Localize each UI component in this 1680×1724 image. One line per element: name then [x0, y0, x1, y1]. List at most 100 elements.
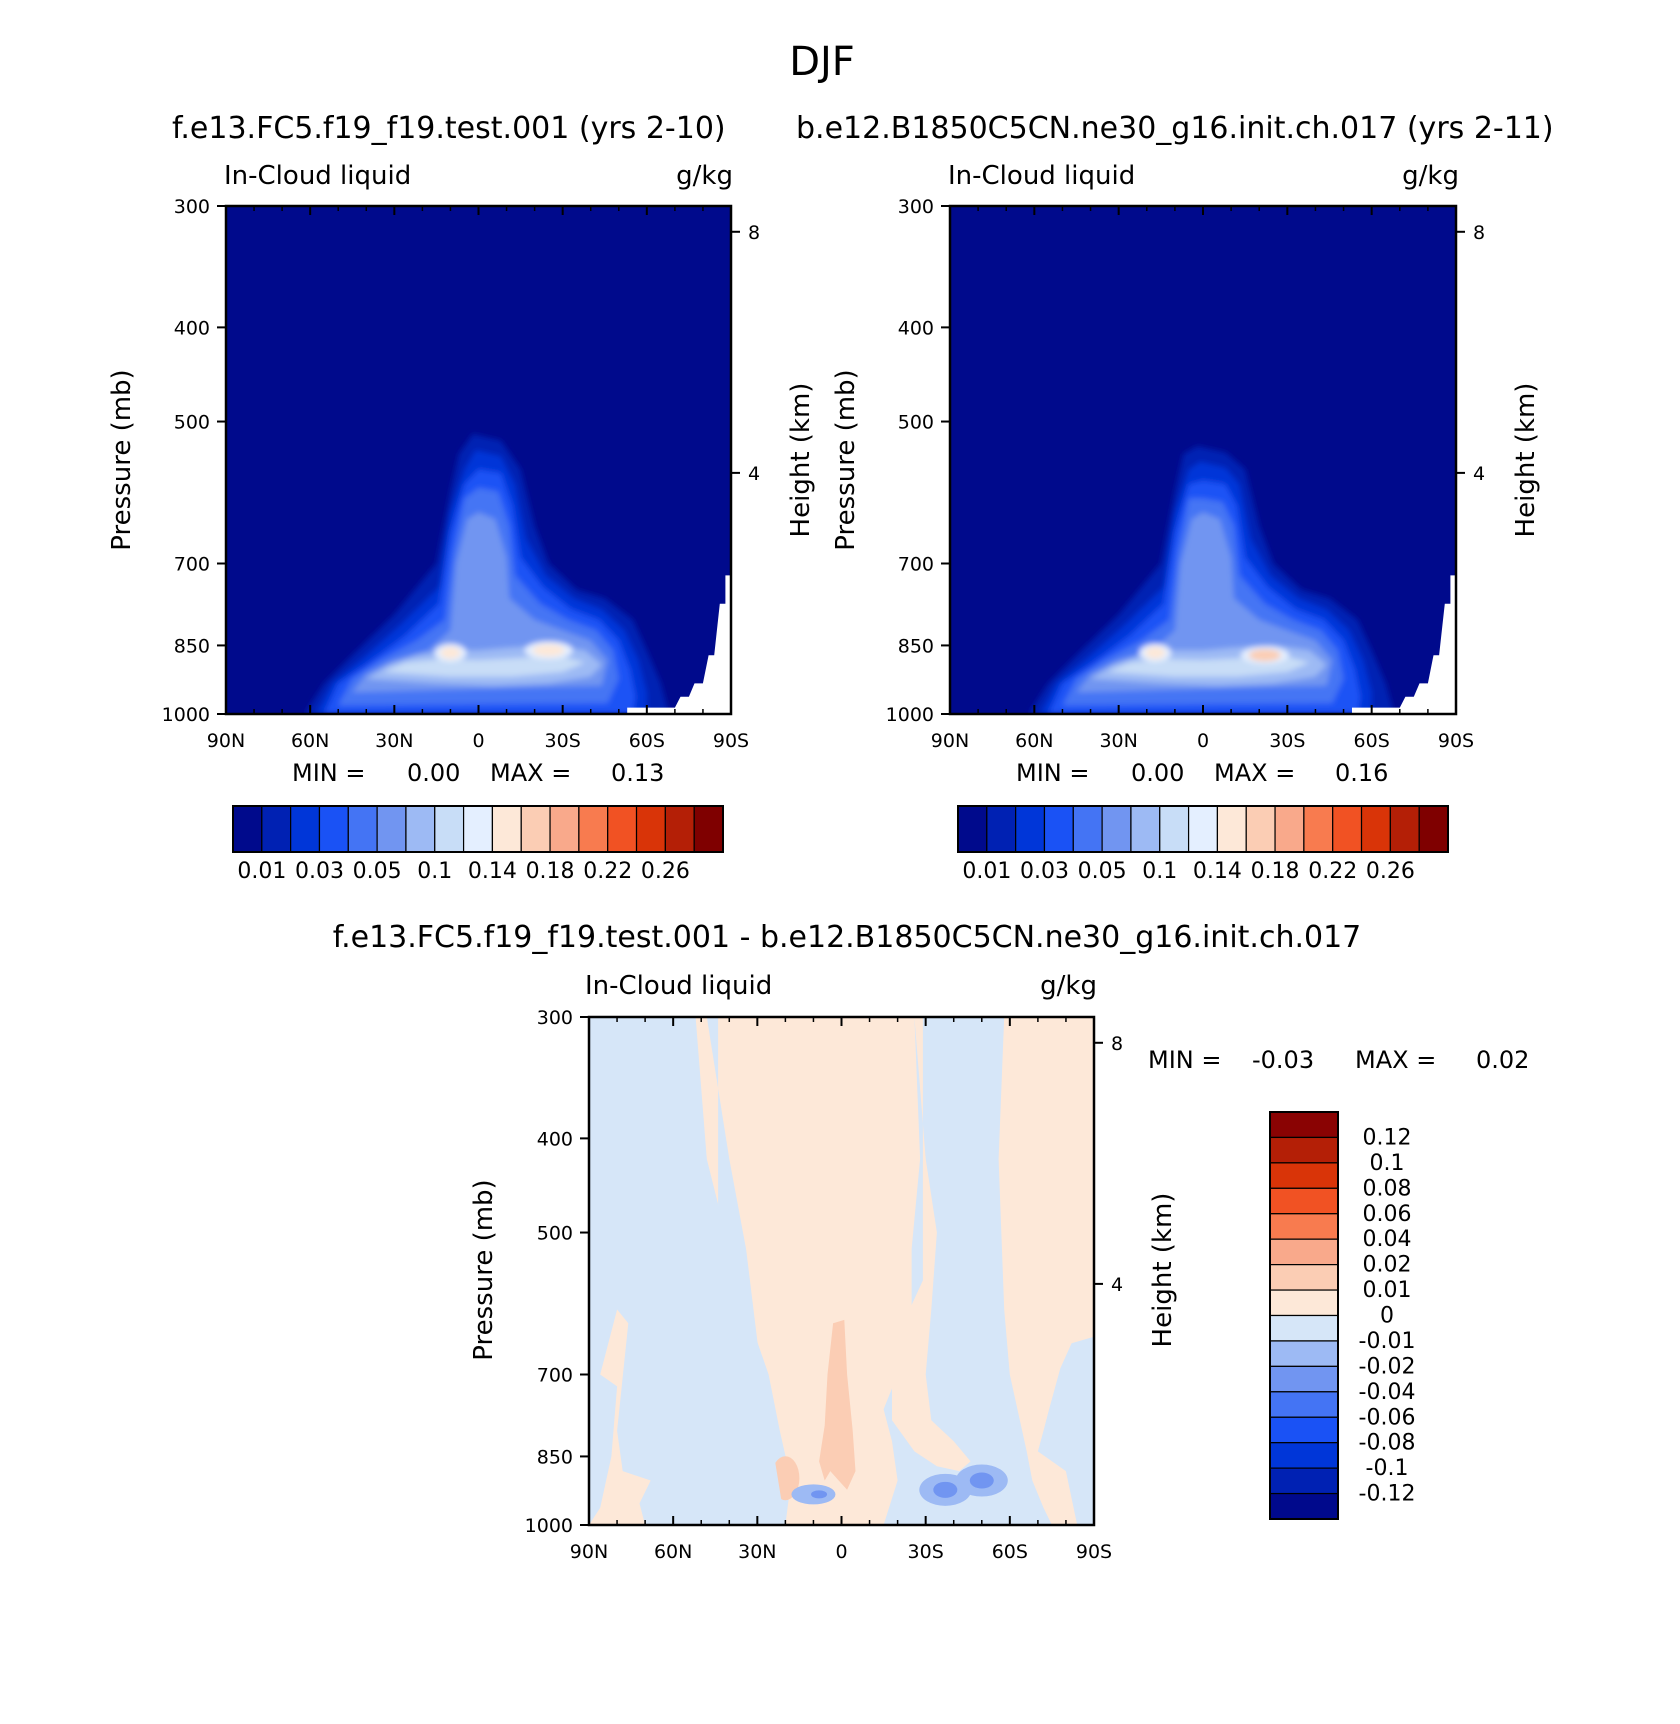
positive-region	[667, 1017, 921, 1525]
max-label: MAX =	[1355, 1046, 1436, 1074]
min-value: 0.00	[1131, 759, 1184, 787]
max-value: 0.16	[1335, 759, 1388, 787]
axes: 90N 60N 30N 0 30S 60S 90S 300 400 500 700 850 1000 8 4	[886, 196, 1485, 752]
axes: 90N 60N 30N 0 30S 60S 90S 300 400 500 700 850 1000 8 4	[162, 196, 760, 752]
ytick-label: 300	[537, 1007, 573, 1029]
y2tick-label: 4	[748, 463, 760, 485]
xtick-label: 30N	[738, 1541, 776, 1563]
xtick-label: 90S	[1438, 730, 1474, 752]
colorbar-box	[405, 805, 436, 853]
max-value: 0.02	[1476, 1046, 1529, 1074]
colorbar-box	[578, 805, 609, 853]
units-label: g/kg	[1040, 971, 1097, 1001]
min-value: 0.00	[407, 759, 460, 787]
colorbar-box	[261, 805, 292, 853]
max-value: 0.13	[611, 759, 664, 787]
xtick-label: 60S	[992, 1541, 1028, 1563]
xtick-label: 90S	[1076, 1541, 1112, 1563]
colorbar-label: 0.1	[1370, 1151, 1405, 1176]
max-core	[1248, 649, 1281, 662]
positive-core	[819, 1319, 856, 1490]
contour-fill	[304, 434, 670, 714]
panel2-subtitle: b.e12.B1850C5CN.ne30_g16.init.ch.017 (yr…	[796, 111, 1554, 146]
xtick-label: 90N	[570, 1541, 608, 1563]
panel3-subtitle: f.e13.FC5.f19_f19.test.001 - b.e12.B1850…	[333, 920, 1362, 955]
colorbar-box	[693, 805, 724, 853]
colorbar-label: -0.01	[1359, 1329, 1416, 1354]
ytick-label: 700	[898, 554, 934, 576]
panel-difference: 90N 60N 30N 0 30S 60S 90S 300 400 500 700 850 1000 8 4…	[469, 971, 1529, 1563]
positive-region	[589, 1309, 651, 1525]
y2tick-label: 8	[1111, 1033, 1123, 1055]
colorbar-label: 0.04	[1363, 1227, 1412, 1252]
antarctica-mask	[627, 575, 731, 714]
ytick-label: 700	[537, 1365, 573, 1387]
colorbar-label: 0.14	[1193, 859, 1242, 884]
colorbar-box	[1269, 1187, 1339, 1215]
ytick-label: 850	[898, 635, 934, 657]
xtick-label: 90S	[713, 730, 749, 752]
xtick-label: 60N	[291, 730, 329, 752]
negative-strip	[706, 1017, 786, 1525]
colorbar-box	[1043, 805, 1074, 853]
colorbar-box	[1072, 805, 1103, 853]
colorbar-box	[1245, 805, 1276, 853]
colorbar-box	[1269, 1467, 1339, 1495]
units-label: g/kg	[1402, 161, 1459, 191]
colorbar-label: 0.05	[353, 859, 402, 884]
xtick-label: 0	[835, 1541, 847, 1563]
colorbar-label: 0.01	[962, 859, 1011, 884]
colorbar-label: -0.02	[1359, 1354, 1416, 1379]
colorbar-box	[635, 805, 666, 853]
colorbar-box	[1269, 1136, 1339, 1164]
colorbar-label: -0.04	[1359, 1380, 1416, 1405]
contour-level-7	[383, 655, 586, 677]
colorbar: 0.01 0.03 0.05 0.1 0.14 0.18 0.22 0.26	[957, 805, 1449, 884]
colorbar-box	[462, 805, 494, 853]
colorbar-label: -0.08	[1359, 1431, 1416, 1456]
colorbar-box	[318, 805, 349, 853]
xtick-label: 60S	[629, 730, 665, 752]
colorbar-label: 0.01	[1363, 1278, 1412, 1303]
xtick-label: 60N	[654, 1541, 692, 1563]
colorbar-box	[1216, 805, 1247, 853]
colorbar-label: 0.01	[237, 859, 286, 884]
positive-region	[998, 1017, 1094, 1525]
contour-layers	[1028, 446, 1395, 714]
y2tick-label: 4	[1473, 463, 1485, 485]
max-core	[440, 646, 461, 659]
colorbar-label: 0.22	[1308, 859, 1357, 884]
y2label: Height (km)	[1148, 1193, 1178, 1348]
ytick-label: 400	[174, 317, 210, 339]
ylabel: Pressure (mb)	[469, 1179, 499, 1360]
colorbar-box	[232, 805, 263, 853]
colorbar-frame	[232, 805, 724, 853]
colorbar-label: 0.18	[526, 859, 575, 884]
xtick-label: 30S	[908, 1541, 944, 1563]
ytick-label: 700	[174, 554, 210, 576]
min-label: MIN =	[1148, 1046, 1221, 1074]
colorbar-box	[491, 805, 522, 853]
colorbar-box	[290, 805, 321, 853]
plot-left-title: In-Cloud liquid	[585, 971, 772, 1001]
colorbar-frame	[1269, 1111, 1339, 1520]
ytick-label: 850	[174, 635, 210, 657]
colorbar-box	[376, 805, 407, 853]
colorbar-label: 0.18	[1251, 859, 1300, 884]
colorbar-label: -0.12	[1359, 1482, 1416, 1507]
colorbar-box	[986, 805, 1017, 853]
xtick-label: 60N	[1015, 730, 1053, 752]
colorbar-label: -0.1	[1366, 1456, 1409, 1481]
colorbar: 0.120.10.080.060.040.020.010-0.01-0.02-0…	[1269, 1111, 1416, 1520]
colorbar-box	[1130, 805, 1161, 853]
positive-region	[892, 1017, 971, 1472]
colorbar-box	[1332, 805, 1363, 853]
xtick-label: 90N	[931, 730, 969, 752]
ytick-label: 500	[174, 412, 210, 434]
negative-pocket-core	[933, 1481, 958, 1498]
panel-model-test: 90N 60N 30N 0 30S 60S 90S 300 400 500 700 850 1000 8 4…	[107, 161, 816, 884]
negative-pocket-core	[969, 1472, 994, 1489]
ytick-label: 1000	[525, 1515, 573, 1537]
figure-title: DJF	[789, 39, 855, 85]
negative-pocket-core	[811, 1490, 828, 1499]
